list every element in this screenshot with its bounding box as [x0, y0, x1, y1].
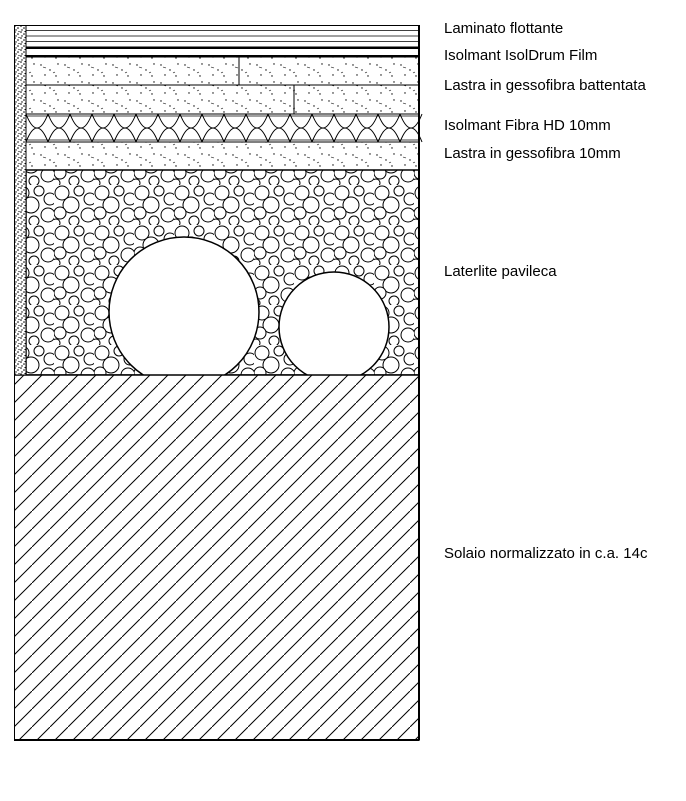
- label-gesso2: Lastra in gessofibra 10mm: [444, 145, 621, 162]
- label-fibra: Isolmant Fibra HD 10mm: [444, 117, 611, 134]
- section-svg: [14, 25, 674, 785]
- floor-section-diagram: Laminato flottante Isolmant IsolDrum Fil…: [14, 25, 672, 785]
- label-laminato: Laminato flottante: [444, 20, 563, 37]
- label-isoldrum: Isolmant IsolDrum Film: [444, 47, 597, 64]
- label-laterlite: Laterlite pavileca: [444, 263, 557, 280]
- label-gesso1: Lastra in gessofibra battentata: [444, 77, 646, 94]
- label-solaio: Solaio normalizzato in c.a. 14c: [444, 545, 647, 562]
